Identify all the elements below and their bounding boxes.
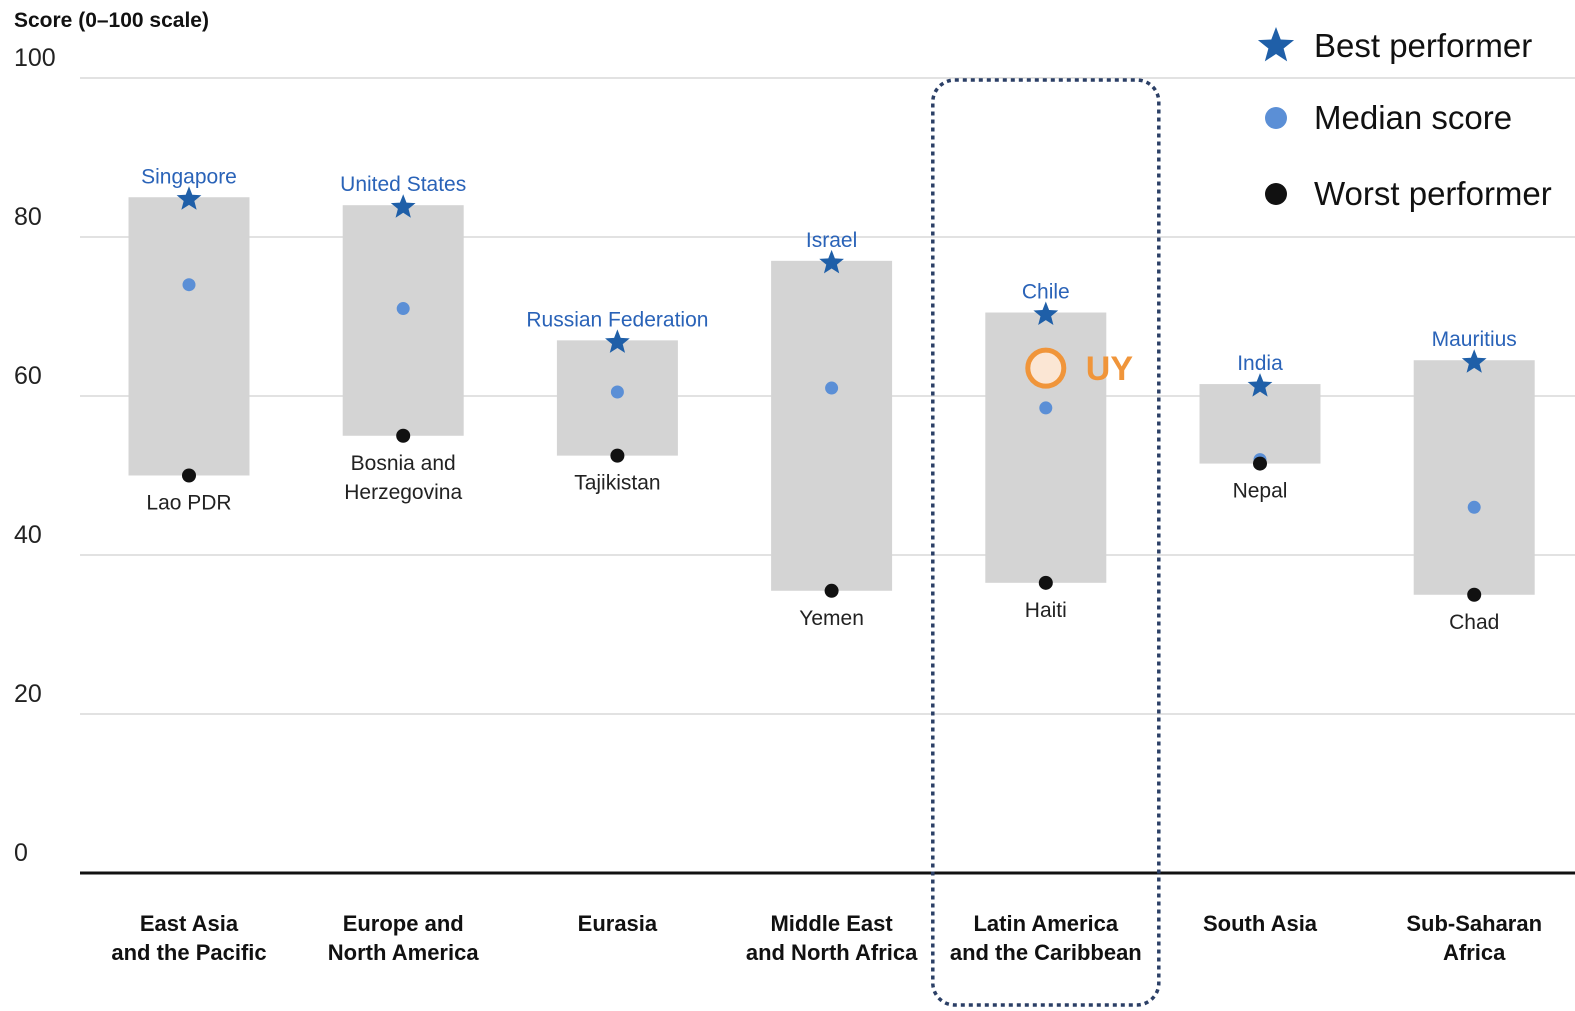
category-label: Europe and <box>343 911 464 936</box>
y-tick-label: 40 <box>14 521 42 549</box>
worst-performer-label: Yemen <box>799 607 864 630</box>
y-axis-title: Score (0–100 scale) <box>14 9 209 32</box>
median-point <box>1467 500 1481 514</box>
legend-star-icon <box>1257 27 1295 62</box>
y-tick-label: 60 <box>14 362 42 390</box>
worst-performer-label: Lao PDR <box>146 492 231 515</box>
best-star-icon <box>819 249 844 274</box>
y-tick-label: 80 <box>14 203 42 231</box>
category-label: Middle East <box>770 911 893 936</box>
best-performer-label: India <box>1237 352 1283 375</box>
highlight-frame <box>931 78 1161 1007</box>
legend-median-dot-icon <box>1265 107 1287 129</box>
best-star-icon <box>1461 349 1487 373</box>
range-box <box>342 205 464 436</box>
worst-point <box>1253 456 1267 471</box>
worst-performer-label: Herzegovina <box>344 481 462 504</box>
worst-point <box>1038 575 1053 590</box>
best-performer-label: United States <box>340 173 466 196</box>
worst-performer-label: Bosnia and <box>351 452 456 475</box>
legend-label: Worst performer <box>1314 175 1552 212</box>
best-star-icon <box>176 186 202 210</box>
category-label: Sub-Saharan <box>1406 911 1542 936</box>
best-star-icon <box>1247 373 1273 397</box>
category-labels: East Asia and the Pacific Europe and North … <box>111 911 1542 965</box>
best-performer-label: Mauritius <box>1432 328 1517 351</box>
range-box <box>771 260 893 591</box>
range-box <box>1199 384 1321 464</box>
worst-performer-label: Haiti <box>1025 599 1067 622</box>
range-box <box>1413 360 1535 595</box>
best-performer-label: Singapore <box>141 165 237 188</box>
category-label: Latin America <box>973 911 1118 936</box>
category-label: East Asia <box>140 911 239 936</box>
category-label: South Asia <box>1203 911 1318 936</box>
legend: Best performer Median score Worst performe… <box>1257 27 1552 212</box>
best-star-icon <box>605 329 630 353</box>
category-label: and the Pacific <box>111 940 266 965</box>
category-label: and the Caribbean <box>950 940 1142 965</box>
worst-point <box>182 468 196 483</box>
best-star-icon <box>1033 301 1059 326</box>
y-tick-label: 100 <box>14 44 56 72</box>
worst-point <box>396 428 411 443</box>
best-performer-label: Israel <box>806 229 857 252</box>
worst-point <box>1467 587 1482 602</box>
category-label: North America <box>328 940 480 965</box>
chart-marks: Singapore Lao PDR United States Bosnia and H… <box>128 165 1535 634</box>
worst-performer-label: Chad <box>1449 611 1499 634</box>
best-performer-label: Russian Federation <box>526 308 708 331</box>
annotation-label: UY <box>1086 350 1134 388</box>
median-point <box>610 385 624 399</box>
median-point <box>825 381 839 395</box>
worst-point <box>610 448 625 463</box>
best-performer-label: Chile <box>1022 281 1070 304</box>
range-box <box>128 197 250 476</box>
y-tick-label: 20 <box>14 680 42 708</box>
worst-performer-label: Nepal <box>1233 480 1288 503</box>
median-point <box>1039 401 1053 415</box>
annotation-marker <box>1025 347 1067 389</box>
legend-label: Median score <box>1314 99 1512 136</box>
legend-label: Best performer <box>1314 27 1532 64</box>
legend-worst-dot-icon <box>1265 183 1287 205</box>
median-point <box>396 302 410 316</box>
best-star-icon <box>390 194 416 218</box>
category-label: Eurasia <box>578 911 658 936</box>
y-axis-ticks: 0 20 40 60 80 100 <box>14 44 56 867</box>
worst-point <box>824 583 839 598</box>
worst-performer-label: Tajikistan <box>574 472 660 495</box>
median-point <box>182 278 196 292</box>
category-label: Africa <box>1443 940 1506 965</box>
gridlines <box>80 77 1575 875</box>
category-label: and North Africa <box>746 940 918 965</box>
y-tick-label: 0 <box>14 839 28 867</box>
